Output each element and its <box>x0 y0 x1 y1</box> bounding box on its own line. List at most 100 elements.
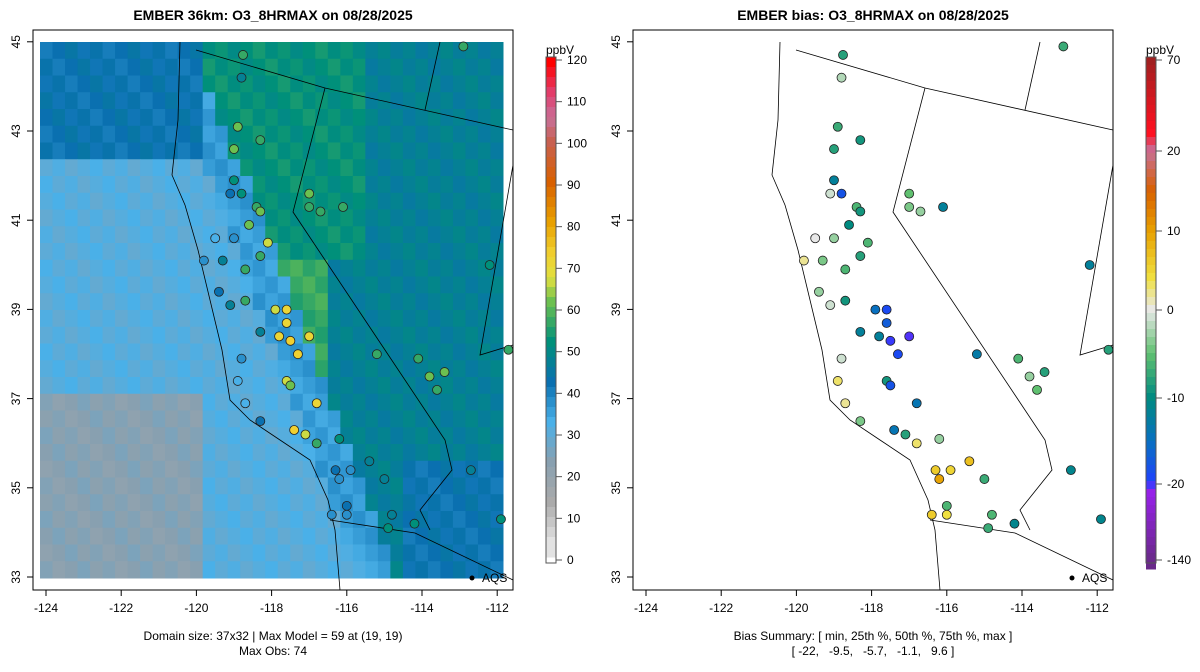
grid-cell <box>340 326 354 344</box>
grid-cell <box>377 544 391 562</box>
grid-cell <box>115 293 129 311</box>
border-line <box>479 164 514 356</box>
station-bias-dot <box>941 509 952 520</box>
grid-cell <box>190 393 204 411</box>
colorbar-segment <box>546 497 556 508</box>
grid-cell <box>315 75 329 93</box>
grid-cell <box>415 410 429 428</box>
grid-cell <box>390 125 404 143</box>
grid-cell <box>127 310 141 328</box>
grid-cell <box>452 75 466 93</box>
grid-cell <box>265 159 279 177</box>
grid-cell <box>240 58 254 76</box>
grid-cell <box>365 226 379 244</box>
colorbar-segment <box>1146 465 1156 474</box>
grid-cell <box>415 427 429 445</box>
colorbar-segment <box>546 117 556 128</box>
grid-cell <box>127 326 141 344</box>
colorbar-segment <box>546 77 556 88</box>
grid-cell <box>127 192 141 210</box>
grid-cell <box>452 209 466 227</box>
grid-cell <box>465 192 479 210</box>
grid-cell <box>152 427 166 445</box>
grid-cell <box>327 243 341 261</box>
grid-cell <box>452 125 466 143</box>
grid-cell <box>90 460 104 478</box>
grid-cell <box>177 75 191 93</box>
grid-cell <box>415 58 429 76</box>
grid-cell <box>427 259 441 277</box>
grid-cell <box>152 276 166 294</box>
grid-cell <box>90 259 104 277</box>
grid-cell <box>240 125 254 143</box>
model-grid-cells <box>40 42 504 579</box>
station-dot <box>424 371 435 382</box>
grid-cell <box>127 494 141 512</box>
grid-cell <box>402 527 416 545</box>
grid-cell <box>290 58 304 76</box>
grid-cell <box>402 243 416 261</box>
right-plot-frame <box>632 29 1114 591</box>
grid-cell <box>140 444 154 462</box>
grid-cell <box>327 293 341 311</box>
grid-cell <box>440 561 454 579</box>
colorbar-segment <box>1146 185 1156 194</box>
colorbar-segment <box>546 417 556 428</box>
colorbar-segment <box>1146 97 1156 106</box>
station-dot <box>199 255 209 266</box>
grid-cell <box>165 75 179 93</box>
grid-cell <box>427 310 441 328</box>
grid-cell <box>152 75 166 93</box>
colorbar-segment <box>546 297 556 308</box>
grid-cell <box>177 410 191 428</box>
grid-cell <box>115 393 129 411</box>
colorbar-segment <box>546 227 556 238</box>
grid-cell <box>190 460 204 478</box>
grid-cell <box>327 393 341 411</box>
grid-cell <box>440 326 454 344</box>
grid-cell <box>40 159 54 177</box>
grid-cell <box>277 176 291 194</box>
grid-cell <box>465 511 479 529</box>
grid-cell <box>190 192 204 210</box>
grid-cell <box>40 92 54 110</box>
grid-cell <box>390 42 404 60</box>
grid-cell <box>65 109 79 127</box>
grid-cell <box>190 377 204 395</box>
grid-cell <box>90 58 104 76</box>
grid-cell <box>152 109 166 127</box>
grid-cell <box>177 310 191 328</box>
lon-tick-label: -114 <box>410 601 433 615</box>
grid-cell <box>352 192 366 210</box>
grid-cell <box>365 377 379 395</box>
grid-cell <box>65 494 79 512</box>
grid-cell <box>265 460 279 478</box>
grid-cell <box>202 527 216 545</box>
colorbar-segment <box>546 467 556 478</box>
grid-cell <box>202 58 216 76</box>
grid-cell <box>140 209 154 227</box>
grid-cell <box>90 42 104 60</box>
grid-cell <box>427 293 441 311</box>
grid-cell <box>52 310 66 328</box>
grid-cell <box>52 209 66 227</box>
grid-cell <box>290 360 304 378</box>
station-bias-dot <box>1065 465 1076 476</box>
station-bias-dot <box>836 72 847 83</box>
grid-cell <box>152 377 166 395</box>
grid-cell <box>115 42 129 60</box>
lat-tick-label: 41 <box>9 213 23 227</box>
grid-cell <box>402 192 416 210</box>
grid-cell <box>452 544 466 562</box>
station-dot <box>496 514 506 525</box>
grid-cell <box>215 494 229 512</box>
colorbar-segment <box>546 347 556 358</box>
grid-cell <box>177 192 191 210</box>
colorbar-segment <box>546 207 556 218</box>
station-dot <box>285 380 296 391</box>
grid-cell <box>365 109 379 127</box>
grid-cell <box>390 410 404 428</box>
grid-cell <box>340 343 354 361</box>
grid-cell <box>477 226 491 244</box>
border-line <box>424 41 441 111</box>
